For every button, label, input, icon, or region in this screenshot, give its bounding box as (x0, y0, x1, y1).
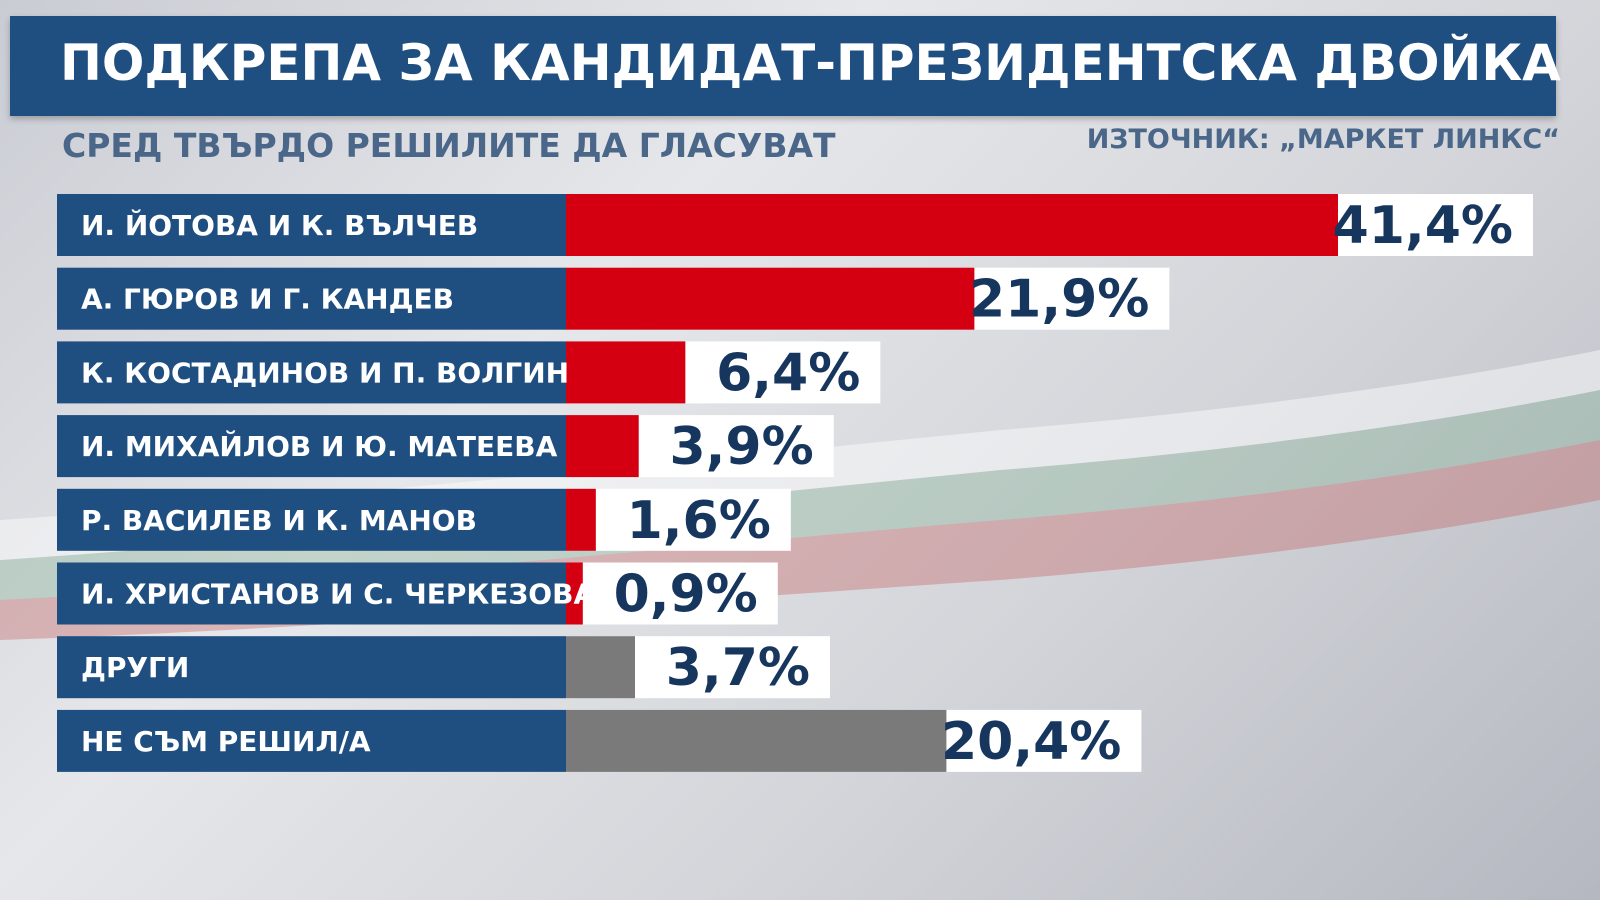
value-box (566, 488, 791, 551)
category-label-bg (57, 194, 566, 256)
category-label: Р. ВАСИЛЕВ И К. МАНОВ (81, 504, 477, 537)
title-bar: ПОДКРЕПА ЗА КАНДИДАТ-ПРЕЗИДЕНТСКА ДВОЙКА (10, 16, 1561, 116)
bar (566, 194, 1338, 256)
category-label: К. КОСТАДИНОВ И П. ВОЛГИН (81, 356, 569, 389)
category-label-bg (57, 709, 566, 772)
category-label-bg (57, 267, 566, 330)
source-note: ИЗТОЧНИК: „МАРКЕТ ЛИНКС“ (1086, 124, 1560, 155)
bar (566, 267, 975, 330)
bar (566, 341, 686, 404)
bar (566, 488, 596, 551)
bar (566, 562, 583, 625)
category-label: И. ХРИСТАНОВ И С. ЧЕРКЕЗОВА (81, 578, 595, 611)
category-label-bg (57, 636, 566, 699)
value-label: 41,4% (1333, 196, 1513, 256)
category-label-bg (57, 341, 566, 404)
chart-title: ПОДКРЕПА ЗА КАНДИДАТ-ПРЕЗИДЕНТСКА ДВОЙКА (60, 34, 1561, 92)
bar (566, 415, 639, 478)
value-label: 6,4% (716, 343, 860, 403)
value-label: 3,9% (670, 417, 814, 477)
chart-subtitle: СРЕД ТВЪРДО РЕШИЛИТЕ ДА ГЛАСУВАТ (62, 126, 836, 165)
value-label: 21,9% (969, 270, 1149, 330)
category-label: НЕ СЪМ РЕШИЛ/А (81, 725, 371, 758)
value-label: 20,4% (941, 712, 1121, 772)
value-label: 1,6% (627, 491, 771, 551)
value-label: 3,7% (666, 638, 810, 698)
category-label-bg (57, 415, 566, 478)
category-label-bg (57, 488, 566, 551)
value-box (566, 562, 778, 625)
bar (566, 636, 635, 699)
category-label-bg (57, 562, 566, 625)
bar (566, 709, 947, 772)
category-label: И. МИХАЙЛОВ И Ю. МАТЕЕВА (81, 429, 558, 463)
category-label: ДРУГИ (81, 651, 189, 684)
category-label: И. ЙОТОВА И К. ВЪЛЧЕВ (81, 208, 478, 242)
value-label: 0,9% (614, 565, 758, 625)
category-label: А. ГЮРОВ И Г. КАНДЕВ (81, 283, 454, 316)
